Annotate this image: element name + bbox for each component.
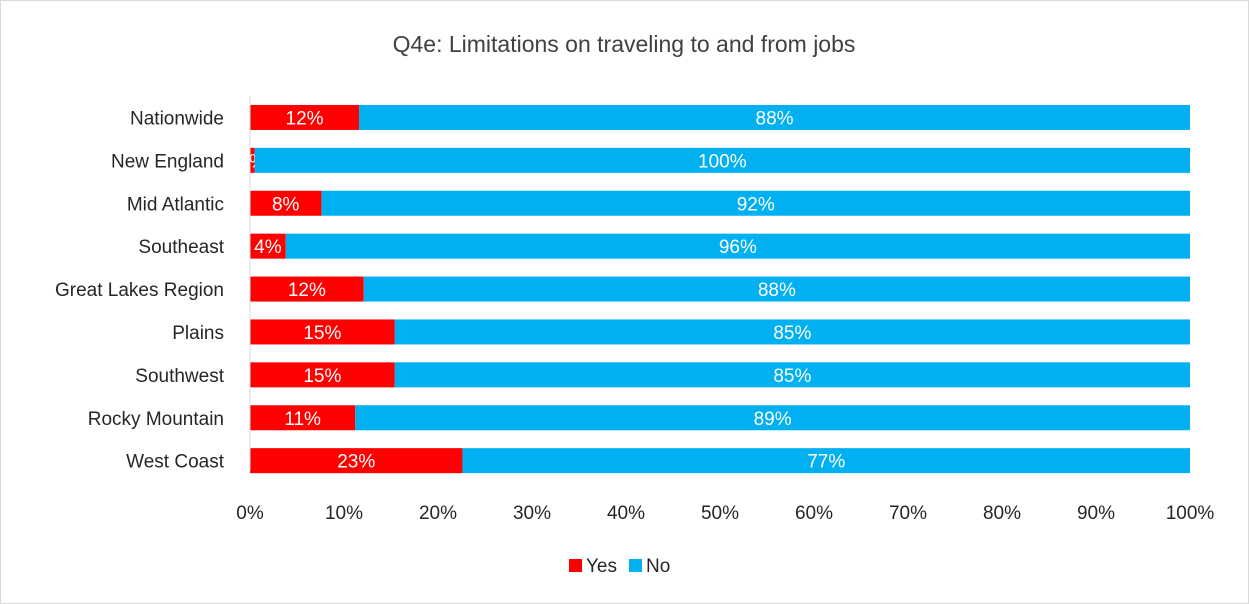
bar-no (254, 147, 1190, 173)
data-label: 12% (286, 108, 324, 129)
data-label: 88% (756, 108, 794, 129)
data-label: 96% (719, 237, 757, 258)
x-tick-label: 100% (1166, 503, 1215, 524)
bar-no (285, 233, 1191, 259)
data-label: 15% (303, 323, 341, 344)
x-tick-label: 50% (701, 503, 739, 524)
x-tick-label: 40% (607, 503, 645, 524)
data-label: 92% (737, 194, 775, 215)
legend-label-no: No (646, 556, 670, 577)
category-label: Plains (172, 323, 224, 344)
data-label: 77% (807, 452, 845, 473)
x-tick-label: 20% (419, 503, 457, 524)
bar-yes (250, 233, 286, 259)
category-label: Great Lakes Region (55, 280, 224, 301)
bar-yes (250, 448, 463, 474)
data-label: 15% (303, 366, 341, 387)
data-label: 88% (758, 280, 796, 301)
data-label: 12% (288, 280, 326, 301)
category-label: Southwest (135, 366, 224, 387)
x-tick-label: 80% (983, 503, 1021, 524)
bar-yes (250, 319, 395, 345)
bar-no (321, 190, 1190, 216)
bar-yes (250, 104, 360, 130)
data-label: 89% (754, 409, 792, 430)
bar-yes (250, 362, 395, 388)
bar-yes (250, 190, 322, 216)
category-label: New England (111, 151, 224, 172)
bar-no (359, 104, 1190, 130)
category-label: Rocky Mountain (88, 409, 224, 430)
category-label: Nationwide (130, 108, 224, 129)
bar-yes (250, 405, 356, 431)
x-tick-label: 30% (513, 503, 551, 524)
data-label: 11% (284, 409, 321, 430)
x-tick-label: 60% (795, 503, 833, 524)
chart-title: Q4e: Limitations on traveling to and fro… (393, 31, 856, 57)
legend-swatch-no (629, 559, 642, 572)
data-label: 4% (254, 237, 282, 258)
data-label: 85% (773, 323, 811, 344)
legend-swatch-yes (569, 559, 582, 572)
bar-no (462, 448, 1190, 474)
x-tick-label: 0% (236, 503, 264, 524)
legend: Yes No (569, 556, 670, 577)
bar-no (355, 405, 1190, 431)
bar-no (394, 319, 1190, 345)
category-label: Southeast (138, 237, 224, 258)
x-tick-label: 90% (1077, 503, 1115, 524)
data-label: 23% (337, 452, 375, 473)
data-label: 8% (272, 194, 300, 215)
data-label: 100% (698, 151, 747, 172)
bar-yes (250, 147, 255, 173)
x-tick-label: 10% (325, 503, 363, 524)
x-tick-label: 70% (889, 503, 927, 524)
bar-yes (250, 276, 364, 302)
category-label: West Coast (126, 452, 225, 473)
legend-label-yes: Yes (586, 556, 617, 577)
bar-no (363, 276, 1190, 302)
category-label: Mid Atlantic (127, 194, 224, 215)
bar-no (394, 362, 1190, 388)
data-label: 85% (773, 366, 811, 387)
